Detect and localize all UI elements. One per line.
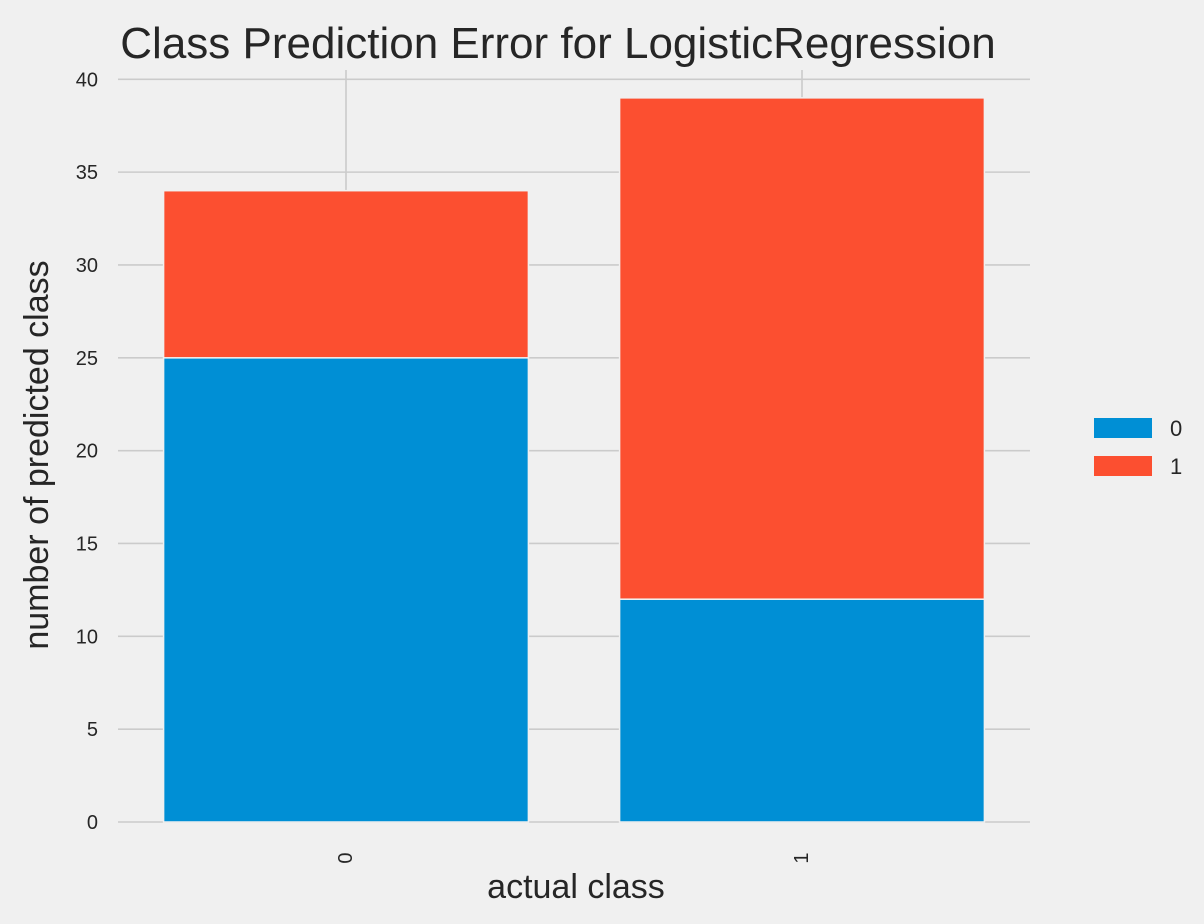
y-tick-label: 15 [76,533,98,555]
bar-actual-1-predicted-0 [618,598,986,823]
x-tick-label: 0 [335,852,357,863]
chart-title: Class Prediction Error for LogisticRegre… [120,19,995,68]
bar-actual-0-predicted-1 [162,189,530,359]
y-tick-label: 0 [87,812,98,834]
legend: 01 [1094,416,1182,479]
y-tick-label: 40 [76,69,98,91]
bar-actual-0-predicted-0 [162,357,530,823]
bar-actual-1-predicted-1 [618,97,986,600]
y-tick-label: 30 [76,255,98,277]
y-tick-label: 35 [76,162,98,184]
legend-swatch-1 [1094,456,1152,476]
legend-label-1: 1 [1170,454,1182,479]
y-tick-label: 20 [76,441,98,463]
bars [162,97,986,823]
legend-label-0: 0 [1170,416,1182,441]
x-tick-label: 1 [791,852,813,863]
y-axis-ticks: 0 5 10 15 20 25 30 35 40 [76,69,98,834]
y-tick-label: 10 [76,626,98,648]
legend-swatch-0 [1094,418,1152,438]
x-axis-label: actual class [487,868,665,906]
y-tick-label: 25 [76,348,98,370]
y-tick-label: 5 [87,719,98,741]
y-axis-label: number of predicted class [18,260,56,649]
